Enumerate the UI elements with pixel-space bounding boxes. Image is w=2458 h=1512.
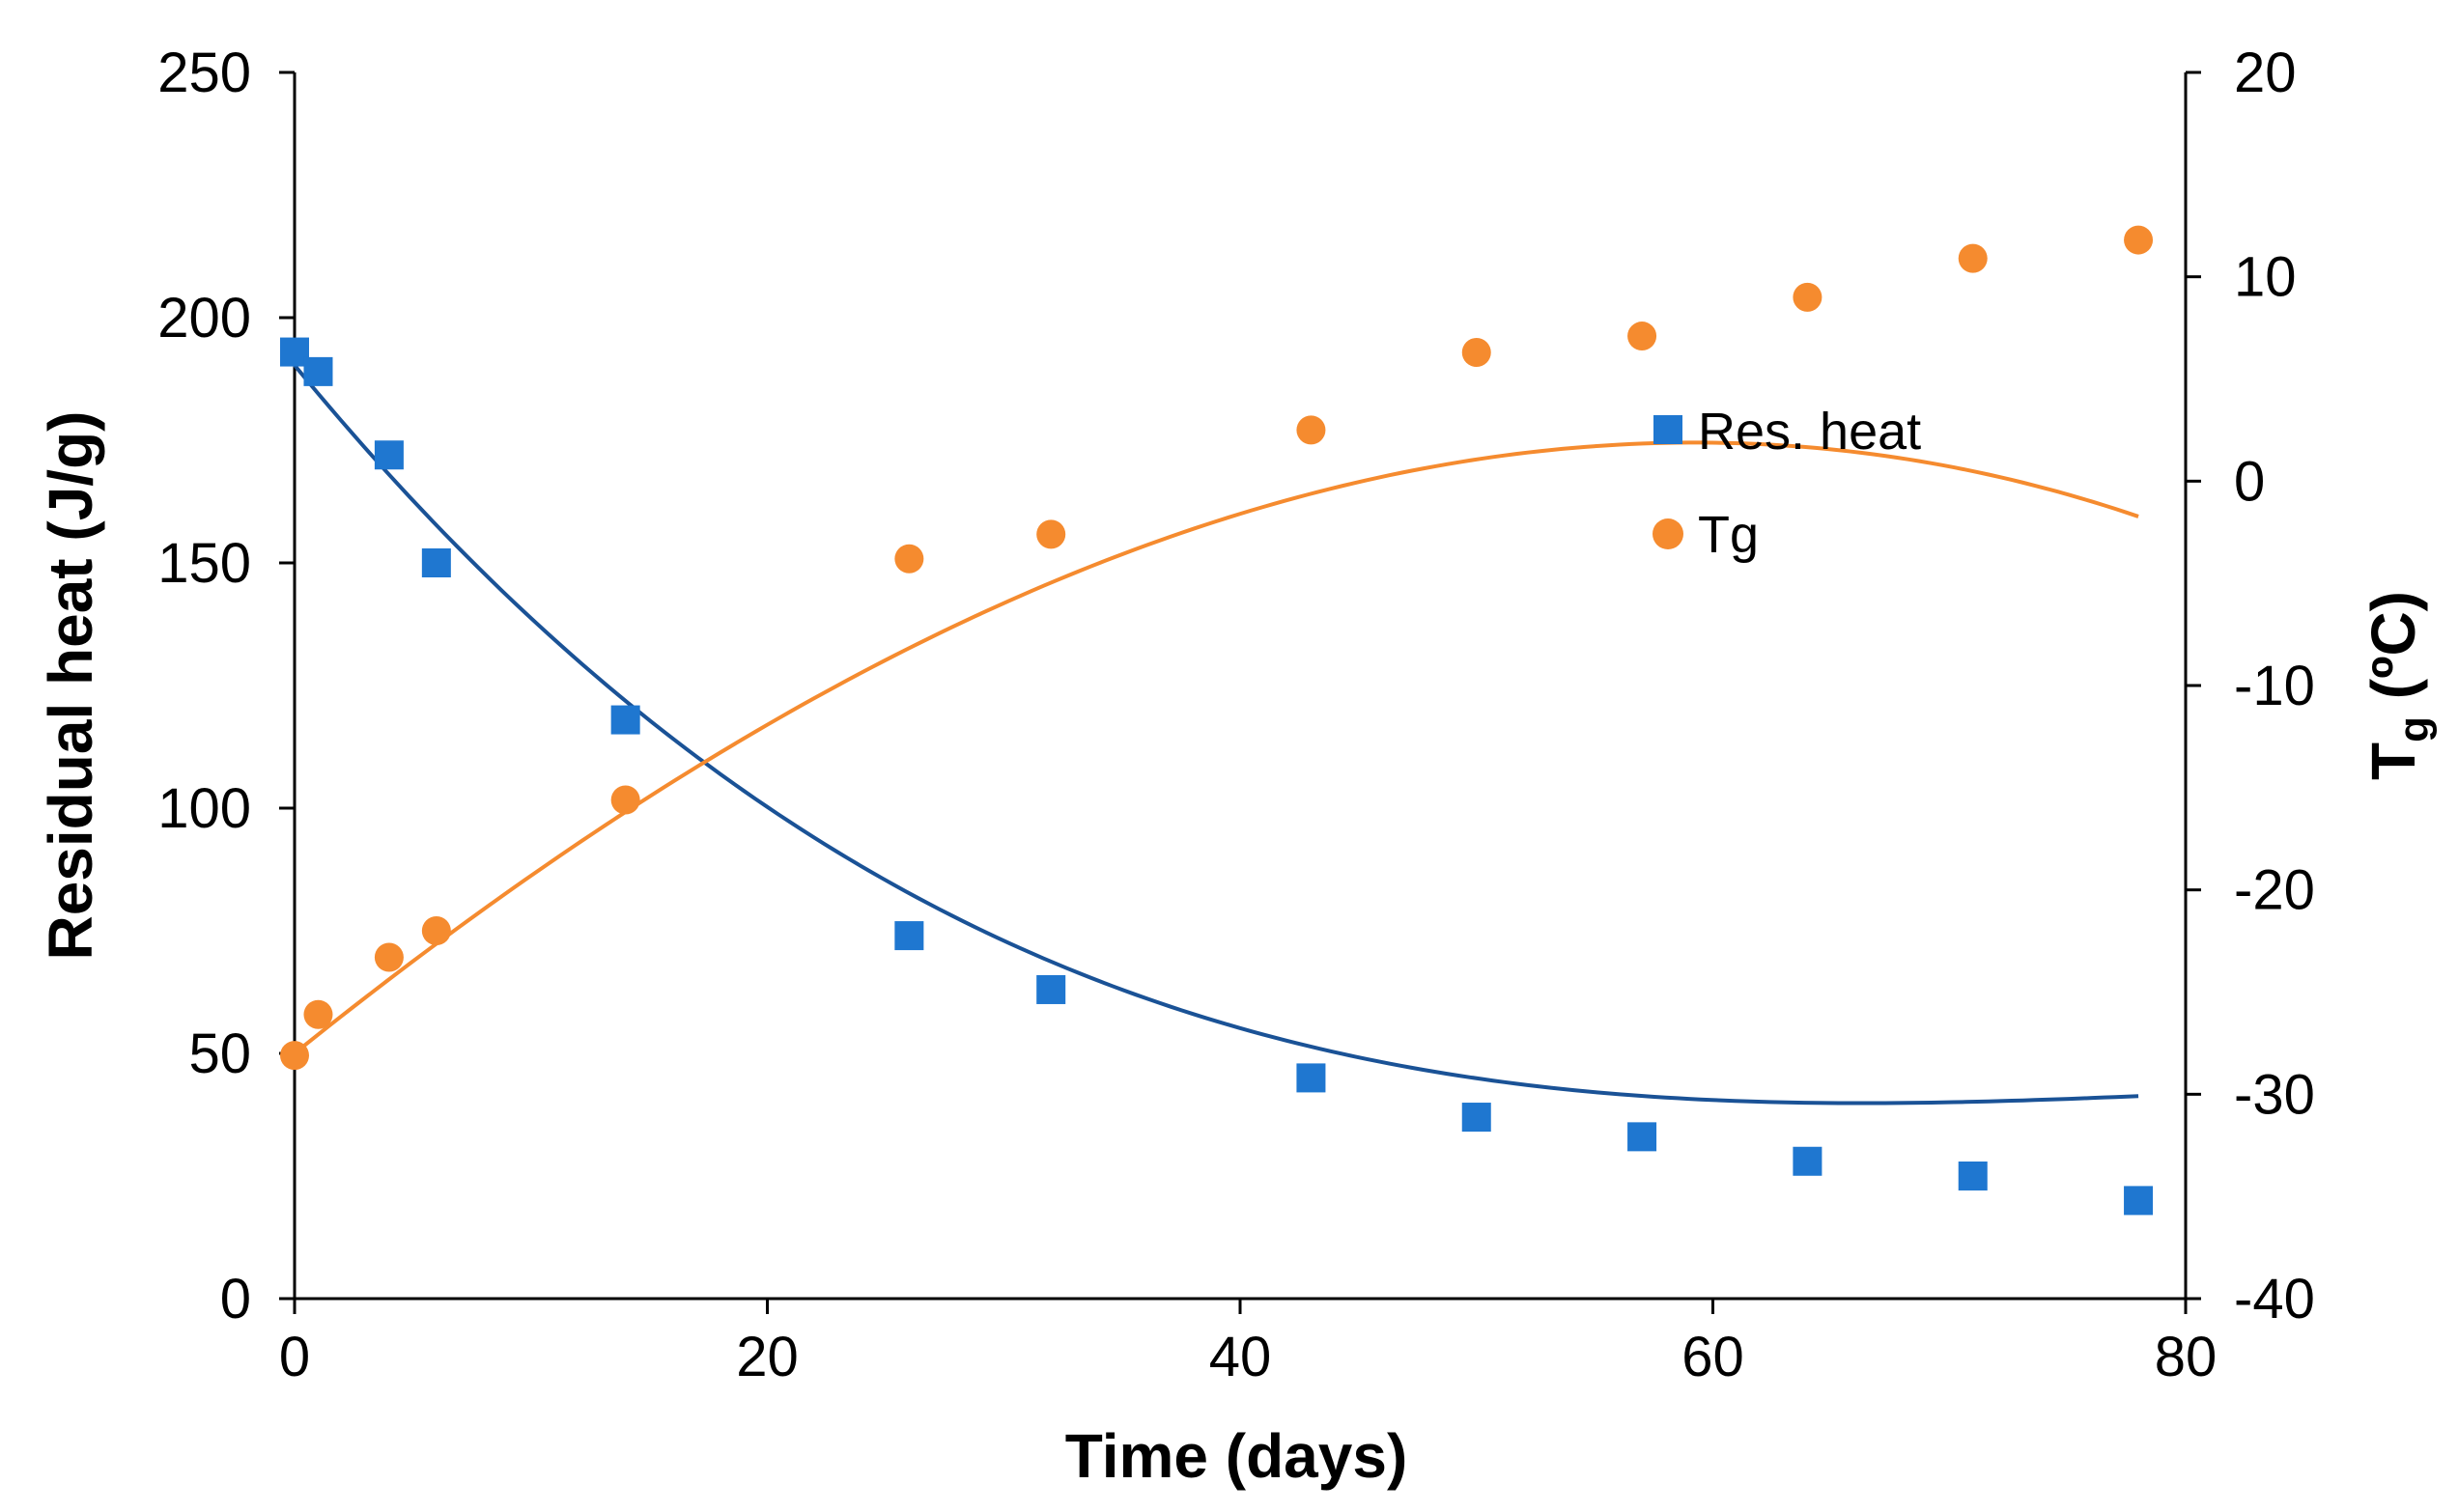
data-point-res-heat: [303, 356, 333, 386]
y2-tick-label: -10: [2234, 655, 2315, 717]
data-point-tg: [1793, 282, 1822, 312]
data-point-res-heat: [1296, 1063, 1326, 1093]
legend: Res. heat Tg: [1653, 403, 1921, 564]
data-point-tg: [1461, 337, 1491, 367]
data-point-res-heat: [1461, 1103, 1491, 1133]
y2-ticks: -40 -30 -20 -10 0 10 20: [2186, 42, 2315, 1330]
data-point-tg: [894, 544, 924, 574]
y-tick-label: 0: [220, 1268, 251, 1330]
data-point-res-heat: [1627, 1122, 1657, 1152]
y2-axis-title: Tg (ºC): [2359, 591, 2438, 780]
plot-frame: [293, 72, 2188, 1301]
data-point-res-heat: [894, 921, 924, 951]
y2-tick-label: 20: [2234, 42, 2297, 104]
data-point-tg: [610, 785, 640, 815]
data-point-tg: [1296, 415, 1326, 445]
legend-label-tg: Tg: [1698, 506, 1759, 564]
trendline-res-heat: [293, 364, 2139, 1106]
trendlines: [293, 364, 2139, 1106]
y-tick-label: 150: [157, 532, 251, 595]
data-point-res-heat: [1958, 1162, 1988, 1190]
data-point-res-heat: [2124, 1186, 2154, 1216]
data-point-tg: [374, 942, 404, 972]
x-axis-title: Time (days): [1065, 1421, 1408, 1491]
x-tick-label: 40: [1209, 1326, 1272, 1388]
y2-axis-title-suffix: (ºC): [2359, 591, 2428, 716]
legend-marker-res-heat: [1653, 415, 1682, 444]
y-tick-label: 250: [157, 42, 251, 104]
y-ticks: 0 50 100 150 200 250: [157, 42, 295, 1330]
data-point-tg: [1958, 243, 1988, 273]
data-point-tg: [1627, 322, 1657, 351]
y2-tick-label: 10: [2234, 246, 2297, 309]
markers: [280, 225, 2154, 1216]
y2-tick-label: -20: [2234, 859, 2315, 922]
data-point-tg: [2124, 225, 2154, 255]
data-point-res-heat: [374, 440, 404, 470]
y2-tick-label: 0: [2234, 450, 2265, 513]
x-tick-label: 0: [279, 1326, 310, 1388]
data-point-tg: [303, 999, 333, 1029]
x-ticks: 0 20 40 60 80: [279, 1299, 2217, 1388]
x-tick-label: 80: [2155, 1326, 2218, 1388]
data-point-tg: [280, 1041, 309, 1071]
y-tick-label: 50: [188, 1022, 251, 1085]
y2-tick-label: -40: [2234, 1268, 2315, 1330]
data-point-res-heat: [1793, 1146, 1822, 1176]
legend-marker-tg: [1653, 518, 1683, 549]
data-point-res-heat: [421, 548, 451, 577]
x-tick-label: 20: [736, 1326, 799, 1388]
trendline-tg: [293, 440, 2139, 1055]
data-point-tg: [1036, 519, 1066, 549]
data-point-res-heat: [1036, 974, 1066, 1004]
y2-tick-label: -30: [2234, 1063, 2315, 1126]
y-tick-label: 200: [157, 287, 251, 350]
data-point-res-heat: [610, 705, 640, 735]
y2-axis-title-main: T: [2359, 742, 2428, 780]
y-axis-title: Residual heat (J/g): [36, 411, 105, 961]
legend-label-res-heat: Res. heat: [1698, 403, 1921, 461]
y-tick-label: 100: [157, 777, 251, 840]
x-tick-label: 60: [1681, 1326, 1744, 1388]
data-point-tg: [421, 916, 451, 945]
y2-axis-title-sub: g: [2390, 716, 2438, 742]
